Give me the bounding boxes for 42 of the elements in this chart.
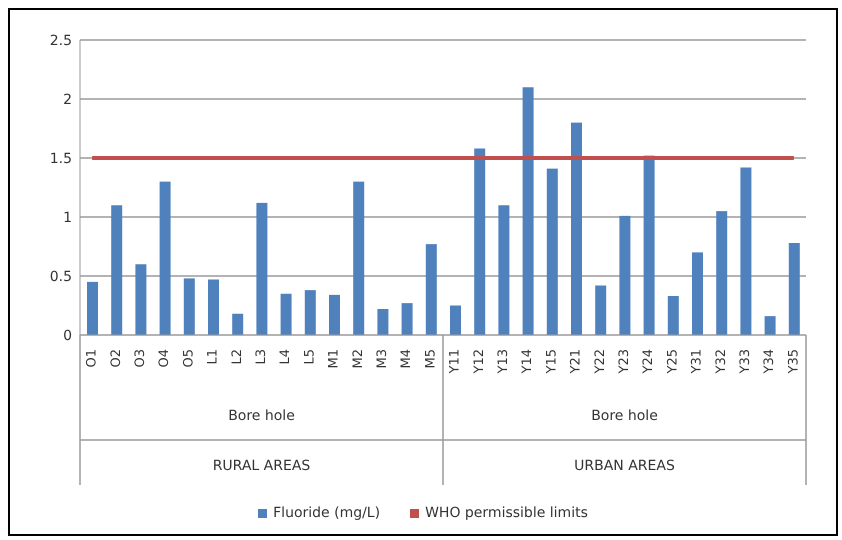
x-tick-label: L4 (278, 349, 294, 365)
x-tick-label: M1 (326, 349, 342, 368)
x-tick-label: L5 (302, 349, 318, 365)
x-tick-label: Y21 (568, 349, 584, 374)
x-tick-label: Y11 (448, 349, 463, 374)
x-tick-label: O2 (108, 349, 124, 368)
x-tick-label: M4 (399, 349, 414, 368)
x-tick-label: Y31 (690, 349, 705, 374)
x-tick-label: O4 (157, 349, 172, 368)
x-tick-label: O3 (133, 349, 148, 368)
x-tick-label: Y13 (496, 349, 511, 374)
x-tick-label: Y22 (592, 349, 608, 374)
text: RURAL AREAS (212, 458, 310, 474)
x-tick-label: M3 (375, 349, 390, 368)
x-tick-label: Y23 (617, 349, 632, 374)
text: Bore hole (228, 408, 295, 424)
x-tick-label: Y14 (520, 349, 536, 374)
x-tick-label: Y24 (641, 349, 656, 374)
x-tick-label: Y32 (714, 349, 729, 374)
x-tick-label: Y12 (472, 349, 487, 374)
text: Bore hole (591, 408, 658, 424)
y-tick-label: 1 (63, 210, 72, 226)
y-tick-label: 0 (63, 328, 72, 344)
legend-label: WHO permissible limits (424, 505, 588, 521)
x-tick-label: M2 (350, 349, 366, 368)
x-tick-label: Y15 (544, 349, 560, 374)
x-tick-label: L3 (254, 349, 269, 365)
x-tick-label: Y25 (665, 349, 680, 374)
x-tick-label: L1 (206, 349, 221, 365)
y-tick-label: 0.5 (50, 268, 72, 285)
text: URBAN AREAS (574, 458, 675, 474)
x-tick-label: Y35 (786, 349, 802, 374)
y-tick-label: 2.5 (50, 32, 72, 49)
x-tick-label: L2 (230, 349, 245, 365)
legend-label: Fluoride (mg/L) (272, 505, 380, 521)
y-tick-label: 2 (63, 92, 72, 108)
x-tick-label: O5 (181, 349, 196, 368)
x-tick-label: Y33 (738, 349, 753, 374)
y-tick-label: 1.5 (50, 150, 72, 167)
x-tick-label: Y34 (762, 349, 778, 374)
x-tick-label: M5 (423, 349, 438, 368)
x-tick-label: O1 (84, 349, 100, 368)
